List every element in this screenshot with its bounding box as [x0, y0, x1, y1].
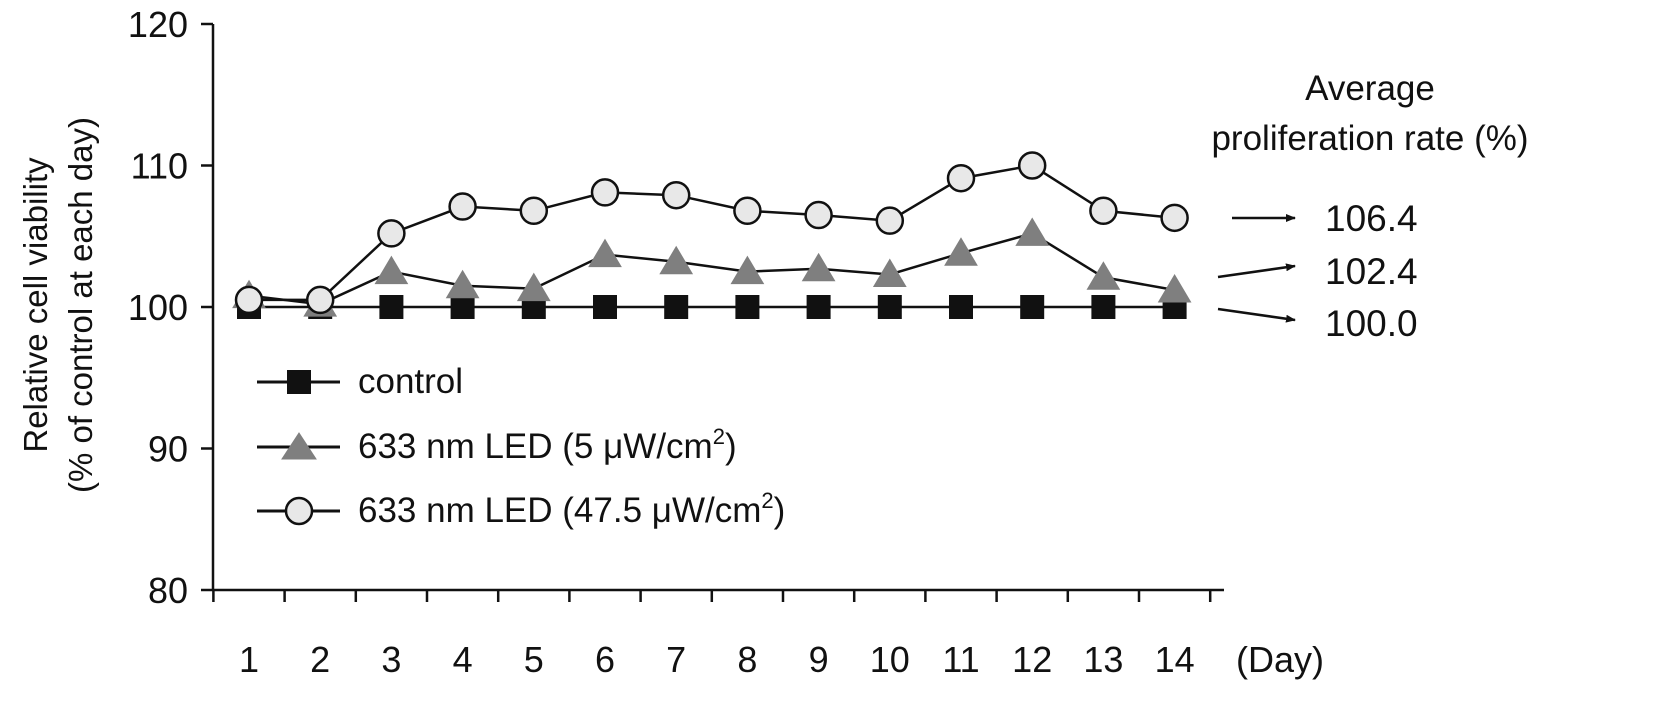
y-axis-title-line2: (% of control at each day) [62, 117, 99, 493]
x-tick-label: 2 [310, 639, 330, 680]
data-point-47uw [733, 196, 762, 226]
series-line-5uw [248, 232, 1175, 306]
data-point-5uw [588, 238, 622, 268]
y-tick-label: 90 [148, 429, 188, 470]
x-tick-label: 7 [666, 639, 686, 680]
data-point-5uw [730, 255, 765, 285]
average-arrow-control [1217, 307, 1296, 323]
data-point-47uw [875, 206, 905, 235]
data-point-47uw [377, 219, 406, 248]
data-point-47uw [1160, 203, 1189, 233]
average-value-control: 100.0 [1325, 303, 1418, 344]
data-point-47uw [804, 200, 833, 230]
data-point-5uw [1086, 261, 1121, 290]
x-tick-label: 14 [1155, 639, 1195, 680]
data-point-5uw [1157, 274, 1192, 303]
x-tick-label: 6 [595, 639, 615, 680]
average-panel: Average proliferation rate (%) 106.4 102… [1211, 69, 1528, 344]
data-point-5uw [801, 252, 836, 282]
x-tick-label: 12 [1012, 639, 1052, 680]
data-point-control [735, 295, 760, 319]
y-tick-label: 80 [148, 570, 188, 611]
x-tick-label: 13 [1083, 639, 1123, 680]
average-title-line2: proliferation rate (%) [1211, 119, 1528, 158]
x-tick-label: 4 [453, 639, 473, 680]
data-point-5uw [374, 255, 409, 285]
x-tick-label: 9 [809, 639, 829, 680]
y-tick-label: 100 [128, 287, 188, 328]
legend-marker-square [287, 370, 311, 394]
legend: control 633 nm LED (5 μW/cm2) 633 nm LED… [257, 362, 785, 530]
data-point-47uw [234, 285, 264, 315]
data-point-control [379, 295, 404, 319]
data-point-5uw [445, 269, 480, 299]
legend-marker-triangle [281, 432, 317, 460]
data-point-control [593, 295, 617, 319]
average-arrow-5uw [1217, 263, 1296, 279]
data-point-control [806, 295, 831, 319]
data-point-47uw [305, 285, 335, 315]
data-point-5uw [872, 258, 907, 287]
x-tick-label: 11 [942, 639, 979, 680]
legend-label-control: control [358, 362, 463, 401]
legend-label-47uw: 633 nm LED (47.5 μW/cm2) [358, 488, 785, 530]
x-tick-label: 5 [524, 639, 544, 680]
legend-item-5uw: 633 nm LED (5 μW/cm2) [257, 424, 737, 466]
y-tick-label: 120 [128, 4, 188, 45]
data-point-47uw [448, 192, 477, 221]
y-axis-title-line1: Relative cell viability [17, 157, 54, 453]
data-point-control [664, 295, 689, 319]
data-point-control [1091, 295, 1116, 319]
legend-item-47uw: 633 nm LED (47.5 μW/cm2) [257, 488, 785, 530]
data-point-5uw [1015, 217, 1050, 246]
average-value-5uw: 102.4 [1325, 251, 1418, 292]
x-tick-label: 10 [870, 639, 910, 680]
data-point-47uw [661, 180, 691, 210]
y-tick-label: 110 [131, 146, 188, 187]
data-point-47uw [946, 163, 976, 193]
data-point-47uw [1017, 151, 1047, 180]
data-point-control [877, 295, 902, 319]
x-tick-label: 8 [737, 639, 757, 680]
x-axis-unit: (Day) [1236, 639, 1324, 680]
data-point-47uw [519, 196, 549, 226]
data-point-control [949, 295, 973, 319]
data-point-5uw [659, 245, 694, 275]
data-point-control [1020, 295, 1045, 319]
data-point-47uw [1089, 196, 1118, 226]
legend-marker-circle [284, 496, 314, 526]
x-tick-label: 1 [239, 639, 259, 680]
data-point-5uw [944, 237, 978, 266]
average-title-line1: Average [1305, 69, 1435, 108]
average-value-47uw: 106.4 [1325, 198, 1418, 239]
x-tick-label: 3 [381, 639, 401, 680]
data-point-control [450, 295, 475, 319]
series-markers [232, 151, 1192, 319]
legend-item-control: control [257, 362, 463, 401]
data-point-5uw [516, 272, 551, 302]
legend-label-5uw: 633 nm LED (5 μW/cm2) [358, 424, 737, 466]
data-point-47uw [590, 178, 620, 207]
